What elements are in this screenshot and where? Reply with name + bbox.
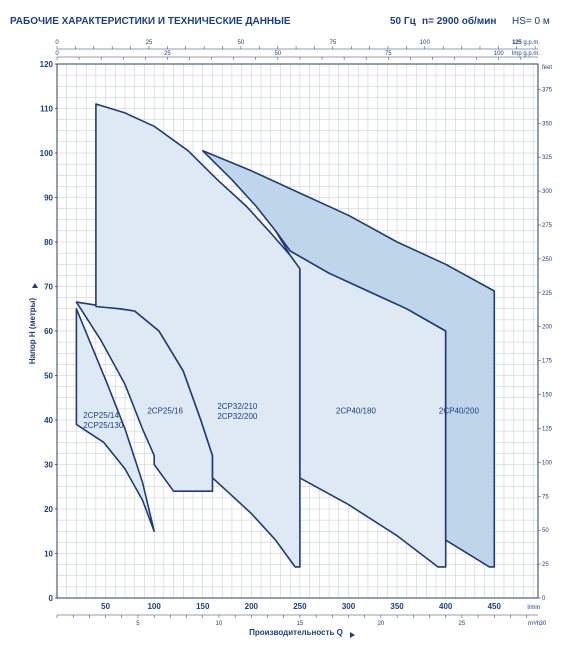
- feet-tick-label: 0: [542, 596, 546, 602]
- series-area-2: [95, 103, 301, 568]
- x-tick-label: 450: [488, 602, 502, 611]
- feet-tick-label: 325: [542, 155, 553, 161]
- us-tick-label: 100: [420, 40, 431, 46]
- us-tick-label: 0: [55, 40, 59, 46]
- y-tick-label: 20: [44, 505, 53, 514]
- imp-tick-label: 100: [494, 51, 505, 57]
- feet-tick-label: 50: [542, 528, 549, 534]
- y-tick-label: 110: [40, 105, 53, 114]
- region-label-line: 2CP25/14: [83, 411, 119, 420]
- feet-tick-label: 150: [542, 393, 553, 399]
- imp-tick-label: 75: [385, 51, 392, 57]
- x-tick-label: 250: [293, 602, 307, 611]
- y-tick-label: 50: [44, 372, 53, 381]
- y-tick-label: 90: [44, 194, 53, 203]
- region-label-2: 2CP32/210 2CP32/200: [217, 402, 258, 421]
- region-label-line: 2CP40/180: [336, 406, 377, 415]
- region-label-line: 2CP25/16: [147, 406, 183, 415]
- x-tick-label: 100: [147, 602, 161, 611]
- feet-tick-label: 200: [542, 325, 553, 331]
- x-axis-arrow-icon: [350, 632, 355, 638]
- series-area-0: [75, 307, 155, 533]
- us-tick-label: 50: [238, 40, 245, 46]
- region-label-4: 2CP40/200: [439, 406, 480, 415]
- region-label-3: 2CP40/180: [336, 406, 377, 415]
- region-label-1: 2CP25/16: [147, 406, 183, 415]
- region-label-line: 2CP40/200: [439, 406, 480, 415]
- region-label-line: 2CP25/130: [83, 421, 124, 430]
- us-tick-label: 75: [330, 40, 337, 46]
- y-tick-label: 70: [44, 283, 53, 292]
- imp-unit-label: Imp g.p.m.: [512, 51, 541, 57]
- x-tick-label: 50: [101, 602, 110, 611]
- y-tick-label: 0: [49, 594, 54, 603]
- feet-tick-label: 250: [542, 257, 553, 263]
- feet-tick-label: 350: [542, 121, 553, 127]
- y-tick-label: 80: [44, 238, 53, 247]
- region-label-0: 2CP25/14 2CP25/130: [83, 411, 124, 430]
- suction-label: HS= 0 м: [512, 16, 550, 27]
- y-tick-label: 10: [44, 550, 53, 559]
- series-areas: [75, 103, 496, 568]
- frequency-label: 50 Гц: [390, 16, 417, 27]
- feet-tick-label: 225: [542, 291, 553, 297]
- y-tick-label: 60: [44, 327, 53, 336]
- feet-tick-label: 275: [542, 223, 553, 229]
- x-axis-title: Производительность Q: [249, 628, 343, 637]
- feet-tick-label: 100: [542, 460, 553, 466]
- x-tick-label: 300: [342, 602, 356, 611]
- us-tick-label: 125: [512, 40, 523, 46]
- m3h-tick-label: 10: [216, 621, 223, 627]
- m3h-tick-label: 20: [378, 621, 385, 627]
- feet-tick-label: 375: [542, 87, 553, 93]
- feet-tick-label: 300: [542, 189, 553, 195]
- y-axis-arrow-icon: [32, 283, 38, 288]
- m3h-tick-label: 25: [459, 621, 466, 627]
- y-tick-label: 40: [44, 416, 53, 425]
- x-unit-label: l/min: [527, 605, 540, 611]
- y-axis-title: Напор H (метры): [28, 298, 37, 365]
- feet-tick-label: 75: [542, 494, 549, 500]
- m3h-unit-label: m³/h: [528, 621, 540, 627]
- feet-tick-label: 125: [542, 426, 553, 432]
- region-label-line: 2CP32/200: [217, 412, 258, 421]
- y-tick-label: 100: [40, 149, 54, 158]
- m3h-tick-label: 30: [540, 621, 547, 627]
- series-area-4: [202, 150, 496, 568]
- chart-title: РАБОЧИЕ ХАРАКТЕРИСТИКИ И ТЕХНИЧЕСКИЕ ДАН…: [10, 16, 291, 27]
- us-tick-label: 25: [146, 40, 153, 46]
- m3h-tick-label: 15: [297, 621, 304, 627]
- x-tick-label: 400: [439, 602, 453, 611]
- m3h-tick-label: 5: [136, 621, 140, 627]
- x-tick-label: 150: [196, 602, 210, 611]
- region-labels: 2CP25/14 2CP25/130 2CP25/16 2CP32/210 2CP32/…: [83, 402, 479, 430]
- feet-unit-label: feet: [542, 65, 552, 71]
- y-tick-label: 30: [44, 461, 53, 470]
- imp-tick-label: 50: [275, 51, 282, 57]
- imp-tick-label: 0: [55, 51, 59, 57]
- x-tick-label: 200: [245, 602, 259, 611]
- region-label-line: 2CP32/210: [217, 402, 258, 411]
- speed-label: n= 2900 об/мин: [422, 15, 496, 27]
- x-tick-label: 350: [390, 602, 404, 611]
- y-tick-label: 120: [40, 60, 54, 69]
- feet-tick-label: 25: [542, 562, 549, 568]
- imp-tick-label: 25: [164, 51, 171, 57]
- us-unit-label: US g.p.m.: [513, 40, 540, 46]
- feet-tick-label: 175: [542, 359, 553, 365]
